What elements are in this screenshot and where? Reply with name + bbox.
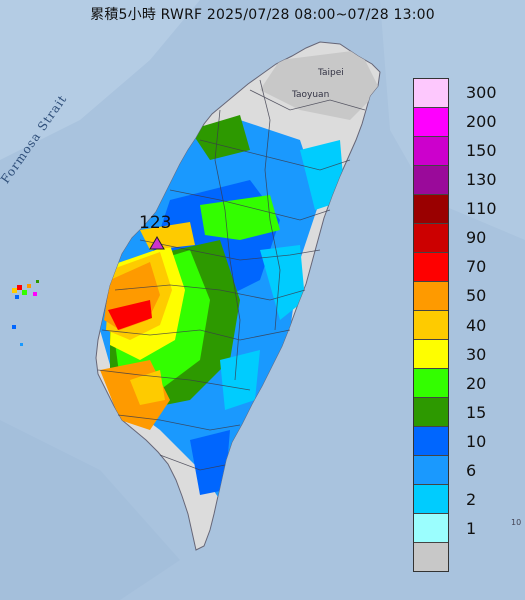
offshore-echoes [12,280,39,346]
legend-label: 50 [466,286,487,306]
legend-label: 1 [466,518,477,538]
legend-swatch [414,253,448,282]
legend-label: 90 [466,228,487,248]
color-legend-labels: 300 200 150 130 110 90 70 50 40 30 20 15 10 6 2 1 [466,78,497,572]
legend-label [466,543,497,572]
legend-swatch [414,427,448,456]
legend-label: 40 [466,315,487,335]
legend-swatch [414,108,448,137]
max-rainfall-marker-icon [149,236,165,250]
legend-label: 20 [466,373,487,393]
place-label-taipei: Taipei [318,68,344,78]
legend-label: 2 [466,489,477,509]
legend-label: 15 [466,402,487,422]
legend-swatch [414,514,448,543]
sea-cloud [0,420,180,600]
color-legend-bar [413,78,449,572]
legend-label: 300 [466,83,497,103]
legend-swatch [414,456,448,485]
legend-swatch [414,79,448,108]
legend-label: 6 [466,460,477,480]
sea-cloud [0,0,200,160]
legend-label: 130 [466,170,497,190]
legend-swatch [414,195,448,224]
legend-swatch [414,340,448,369]
legend-swatch [414,137,448,166]
legend-swatch [414,543,448,571]
max-rainfall-value: 123 [139,213,172,233]
legend-label: 150 [466,141,497,161]
legend-swatch [414,398,448,427]
sea-cloud [380,0,525,240]
legend-swatch [414,311,448,340]
legend-label: 110 [466,199,497,219]
legend-label: 10 [466,431,487,451]
legend-label: 30 [466,344,487,364]
legend-label: 70 [466,257,487,277]
county-borders [97,79,366,471]
map-title: 累積5小時 RWRF 2025/07/28 08:00~07/28 13:00 [90,7,435,23]
legend-label: 200 [466,112,497,132]
legend-swatch [414,485,448,514]
legend-swatch [414,282,448,311]
legend-swatch [414,224,448,253]
place-label-taoyuan: Taoyuan [292,90,330,100]
legend-swatch [414,166,448,195]
edge-label: 10 [511,518,522,527]
legend-swatch [414,369,448,398]
